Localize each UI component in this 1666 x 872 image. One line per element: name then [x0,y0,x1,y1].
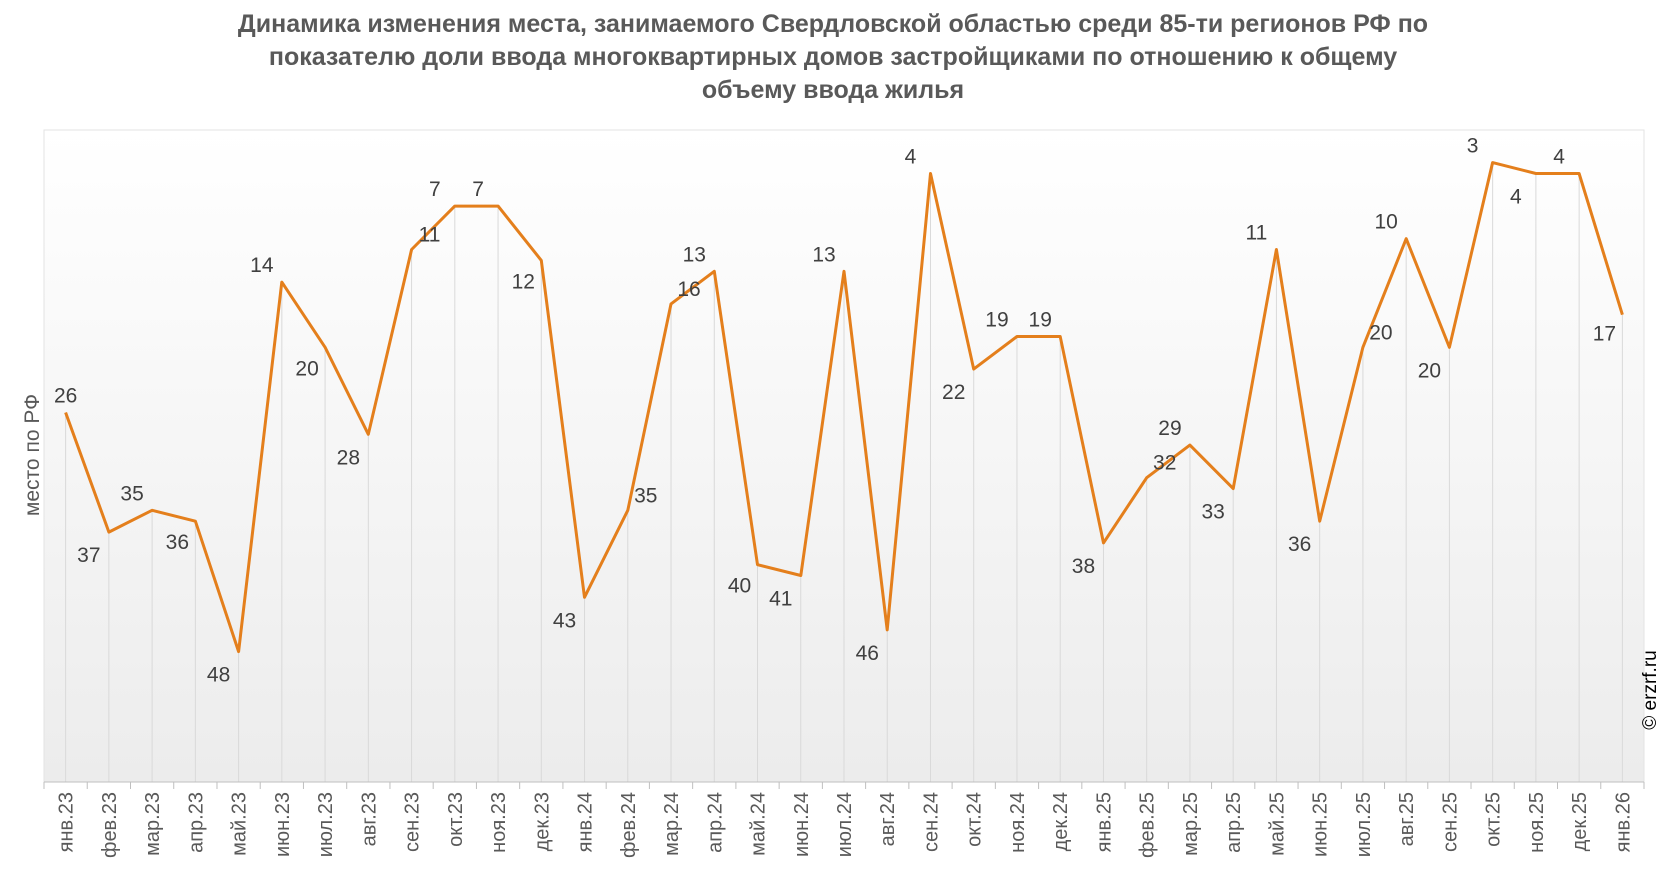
x-tick-label: мар.23 [142,792,164,856]
data-label: 11 [1246,222,1268,245]
data-label: 29 [1158,417,1181,440]
data-label: 11 [419,224,441,247]
data-label: 12 [512,270,535,293]
data-label: 38 [1072,555,1095,578]
data-label: 43 [553,609,576,632]
x-tick-label: ноя.25 [1526,792,1548,853]
data-label: 32 [1153,452,1176,475]
x-tick-label: мар.24 [661,792,683,856]
credit-text: © erzrf.ru [1640,650,1661,729]
x-tick-label: авг.23 [358,792,380,846]
x-tick-label: сен.25 [1439,792,1461,852]
x-tick-label: июн.24 [791,792,813,857]
data-label: 46 [856,642,879,665]
data-label: 19 [1029,308,1052,331]
chart-title-line-1: Динамика изменения места, занимаемого Св… [237,10,1429,38]
data-label: 26 [54,385,77,408]
x-tick-label: дек.24 [1050,792,1072,851]
chart-title-line-2: показателю доли ввода многоквартирных до… [268,43,1398,71]
data-label: 4 [1510,185,1522,208]
data-label: 40 [728,575,751,598]
x-tick-label: сен.24 [920,792,942,852]
x-tick-label: окт.23 [445,792,467,847]
data-label: 19 [985,308,1008,331]
x-tick-label: фев.25 [1137,792,1159,858]
x-tick-label: сен.23 [402,792,424,852]
data-label: 3 [1467,135,1479,158]
x-tick-label: июл.24 [834,792,856,857]
x-tick-label: янв.24 [575,792,597,852]
x-tick-label: окт.24 [964,792,986,847]
x-tick-label: фев.23 [99,792,121,858]
x-tick-label: апр.23 [185,792,207,853]
x-tick-label: янв.23 [56,792,78,852]
data-label: 35 [634,484,657,507]
x-tick-label: апр.25 [1223,792,1245,853]
data-label: 36 [166,531,189,554]
x-tick-label: ноя.23 [488,792,510,853]
data-label: 14 [250,254,274,277]
chart-title: Динамика изменения места, занимаемого Св… [120,8,1546,107]
data-label: 22 [942,381,965,404]
data-label: 17 [1593,323,1616,346]
x-tick-label: май.25 [1266,792,1288,856]
data-label: 35 [120,482,143,505]
data-label: 20 [1369,321,1392,344]
x-tick-label: июл.23 [315,792,337,857]
x-tick-label: мар.25 [1180,792,1202,856]
data-label: 7 [429,178,441,201]
data-label: 20 [1418,359,1441,382]
x-tick-label: дек.23 [531,792,553,851]
x-tick-label: июл.25 [1353,792,1375,857]
series-line [64,161,1624,654]
x-tick-label: апр.24 [704,792,726,853]
x-tick-label: июн.25 [1310,792,1332,857]
y-axis-label: место по РФ [21,394,44,516]
x-tick-label: июн.23 [272,792,294,857]
x-tick-label: ноя.24 [1007,792,1029,853]
data-label: 4 [1553,145,1565,168]
x-tick-label: дек.25 [1569,792,1591,851]
x-tick-label: авг.25 [1396,792,1418,846]
data-label: 7 [472,178,484,201]
x-tick-label: май.23 [229,792,251,856]
data-label: 37 [77,544,100,567]
data-label: 16 [677,278,700,301]
data-label: 28 [337,446,360,469]
data-label: 36 [1288,533,1311,556]
x-tick-label: авг.24 [877,792,899,846]
x-tick-label: янв.25 [1093,792,1115,852]
x-tick-label: янв.26 [1612,792,1634,852]
data-label: 41 [769,588,792,611]
data-label: 13 [683,243,706,266]
data-label: 10 [1374,211,1397,234]
data-label: 4 [905,145,917,168]
chart-title-line-3: объему ввода жилья [701,76,965,104]
data-label: 33 [1202,501,1225,524]
x-tick-label: май.24 [748,792,770,856]
data-label: 20 [295,357,318,380]
data-label: 13 [812,243,835,266]
x-tick-label: окт.25 [1483,792,1505,847]
data-label: 48 [207,664,230,687]
x-tick-label: фев.24 [618,792,640,858]
